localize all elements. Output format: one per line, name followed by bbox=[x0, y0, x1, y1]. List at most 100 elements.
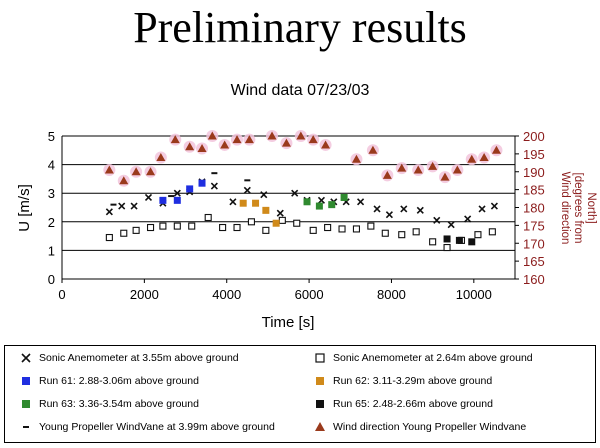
triangle-point bbox=[281, 138, 291, 147]
dash-marker-icon bbox=[13, 421, 39, 433]
x-point bbox=[130, 202, 138, 210]
y2-tick-label: 170 bbox=[523, 236, 545, 251]
triangle-point bbox=[452, 165, 462, 174]
data-marks bbox=[103, 130, 503, 252]
gridlines bbox=[62, 135, 515, 280]
y2-tick-label: 175 bbox=[523, 218, 545, 233]
triangle-point bbox=[351, 154, 361, 163]
dash-point bbox=[110, 203, 117, 206]
triangle-point bbox=[308, 135, 318, 144]
wind-chart: Wind data 07/23/03 0 1 2 3 4 5 0 2000 4000 6000 80… bbox=[16, 82, 597, 331]
square-marker-icon bbox=[307, 375, 333, 387]
triangle-point bbox=[119, 176, 129, 185]
triangle-point bbox=[479, 152, 489, 161]
triangle-point bbox=[382, 170, 392, 179]
legend-item-sonic-355: Sonic Anemometer at 3.55m above ground bbox=[13, 352, 239, 364]
x-point bbox=[144, 193, 153, 202]
x-point bbox=[447, 221, 455, 229]
y-tick-label: 3 bbox=[48, 186, 55, 201]
triangle-point bbox=[232, 135, 242, 144]
open-square-point bbox=[188, 222, 196, 230]
legend-label: Sonic Anemometer at 3.55m above ground bbox=[39, 352, 239, 364]
open-square-point bbox=[219, 223, 227, 232]
legend-item-run63: Run 63: 3.36-3.54m above ground bbox=[13, 398, 199, 410]
open-square-marker-icon bbox=[307, 352, 333, 364]
open-square-point bbox=[488, 228, 496, 236]
triangle-point bbox=[244, 135, 254, 144]
triangle-point bbox=[321, 140, 331, 149]
x-tick-label: 6000 bbox=[295, 287, 324, 302]
filled-square-point bbox=[272, 219, 280, 227]
x-point bbox=[416, 206, 424, 214]
x-point bbox=[276, 209, 284, 217]
x-tick-label: 2000 bbox=[130, 287, 159, 302]
x-point bbox=[373, 205, 381, 213]
x-axis-label: Time [s] bbox=[262, 314, 315, 331]
open-square-point bbox=[233, 223, 241, 232]
open-square-point bbox=[293, 219, 301, 227]
filled-square-point bbox=[252, 199, 260, 207]
open-square-point bbox=[381, 229, 389, 237]
x-point bbox=[385, 211, 393, 219]
open-square-point bbox=[474, 231, 482, 239]
triangle-point bbox=[131, 167, 141, 176]
y-tick-label: 1 bbox=[48, 243, 55, 258]
x-point bbox=[105, 208, 113, 216]
triangle-point bbox=[296, 131, 306, 140]
open-square-point bbox=[338, 225, 346, 233]
y2-tick-label: 200 bbox=[523, 129, 545, 144]
open-square-point bbox=[412, 228, 420, 236]
open-square-point bbox=[398, 231, 406, 239]
filled-square-point bbox=[303, 198, 311, 206]
triangle-point bbox=[170, 135, 180, 144]
slide-title: Preliminary results bbox=[133, 3, 467, 52]
triangle-point bbox=[267, 131, 277, 140]
filled-square-point bbox=[159, 196, 167, 204]
filled-square-point bbox=[173, 196, 181, 204]
open-square-point bbox=[443, 243, 451, 252]
filled-square-point bbox=[198, 179, 206, 187]
y2-axis-label-line: [degrees from bbox=[572, 173, 584, 244]
open-square-point bbox=[278, 216, 286, 224]
triangle-point bbox=[220, 140, 230, 149]
dash-point bbox=[211, 172, 218, 175]
x-point bbox=[260, 191, 268, 199]
axes: 0 1 2 3 4 5 0 2000 4000 6000 8000 10000 160 165 170 175… bbox=[48, 129, 545, 302]
triangle-point bbox=[197, 144, 207, 153]
legend-label: Run 61: 2.88-3.06m above ground bbox=[39, 375, 199, 387]
open-square-point bbox=[262, 226, 270, 234]
triangle-point bbox=[467, 154, 477, 163]
square-marker-icon bbox=[307, 398, 333, 410]
filled-square-point bbox=[315, 202, 323, 210]
y-tick-label: 0 bbox=[48, 272, 55, 287]
legend-item-run61: Run 61: 2.88-3.06m above ground bbox=[13, 375, 199, 387]
triangle-marker-icon bbox=[307, 421, 333, 433]
x-tick-label: 10000 bbox=[456, 287, 492, 302]
legend-label: Run 63: 3.36-3.54m above ground bbox=[39, 398, 199, 410]
x-point bbox=[433, 216, 441, 224]
x-point bbox=[210, 182, 218, 190]
y2-axis-label-line: Wind direction bbox=[559, 172, 571, 245]
legend-item-wind-direction: Wind direction Young Propeller Windvane bbox=[307, 421, 526, 433]
filled-square-point bbox=[443, 235, 451, 243]
open-square-point bbox=[367, 222, 375, 230]
open-square-point bbox=[105, 233, 113, 242]
chart-title: Wind data 07/23/03 bbox=[231, 82, 370, 99]
open-square-point bbox=[352, 225, 361, 233]
y2-tick-label: 180 bbox=[523, 201, 545, 216]
open-square-point bbox=[120, 229, 128, 237]
filled-square-point bbox=[239, 199, 247, 207]
triangle-point bbox=[185, 142, 195, 151]
triangle-point bbox=[156, 152, 166, 161]
x-tick-label: 8000 bbox=[377, 287, 406, 302]
y2-tick-label: 165 bbox=[523, 254, 545, 269]
x-point bbox=[291, 189, 299, 197]
y-axis-label: U [m/s] bbox=[16, 184, 33, 232]
y2-tick-label: 195 bbox=[523, 147, 545, 162]
x-point bbox=[317, 196, 326, 204]
y-tick-label: 4 bbox=[48, 158, 55, 173]
x-point bbox=[478, 205, 486, 213]
filled-square-point bbox=[328, 201, 336, 209]
dash-point bbox=[244, 179, 251, 182]
x-point bbox=[490, 202, 498, 210]
